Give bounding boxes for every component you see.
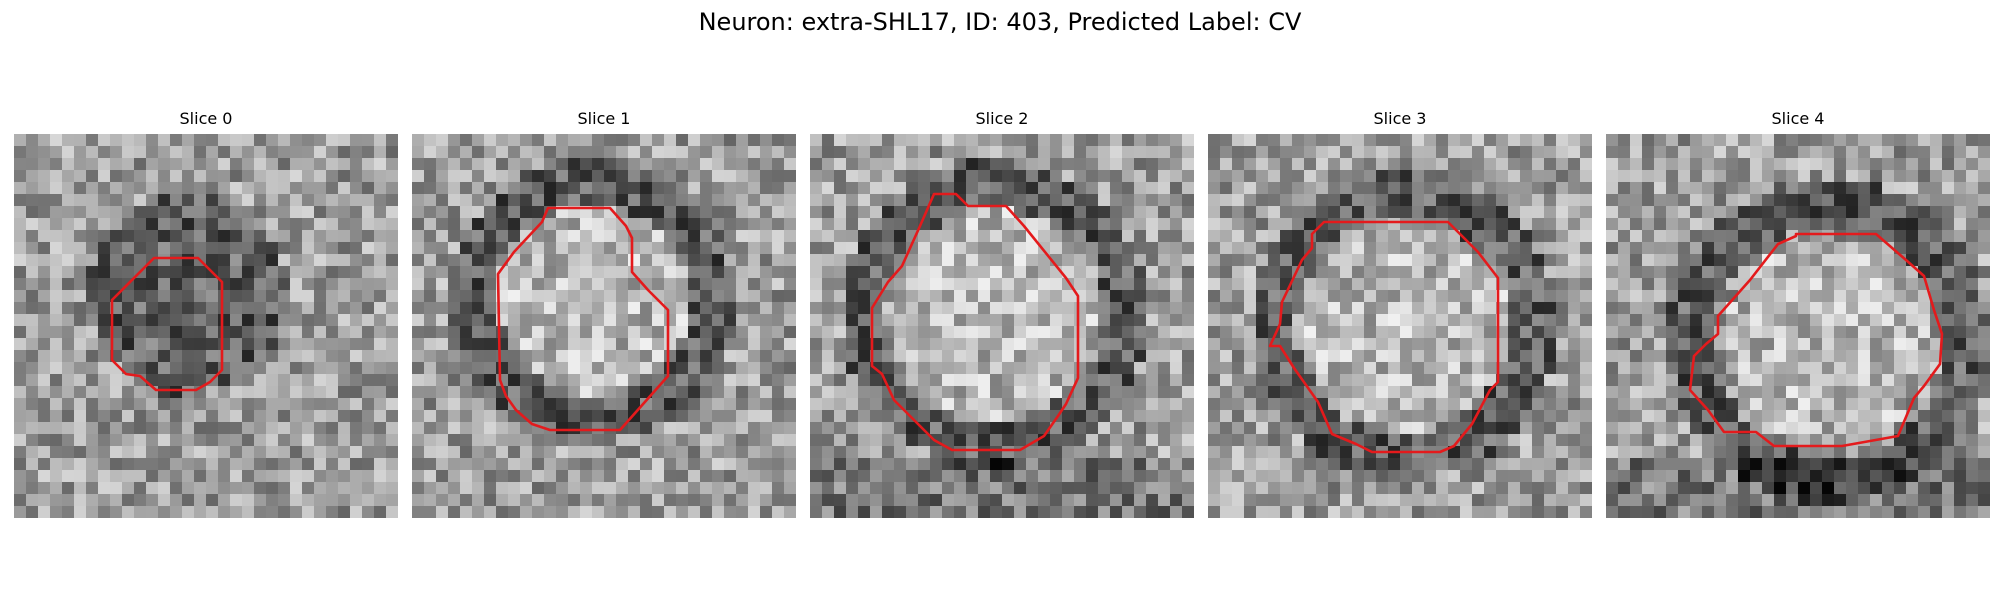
slice-image-1 bbox=[412, 134, 796, 518]
grayscale-pixel-grid bbox=[1208, 134, 1592, 518]
grayscale-pixel-grid bbox=[1606, 134, 1990, 518]
figure-title: Neuron: extra-SHL17, ID: 403, Predicted … bbox=[0, 6, 2000, 38]
slice-title-4: Slice 4 bbox=[1606, 108, 1990, 130]
slice-title-3: Slice 3 bbox=[1208, 108, 1592, 130]
grayscale-pixel-grid bbox=[810, 134, 1194, 518]
grayscale-pixel-grid bbox=[412, 134, 796, 518]
slice-image-3 bbox=[1208, 134, 1592, 518]
slice-image-4 bbox=[1606, 134, 1990, 518]
slice-image-2 bbox=[810, 134, 1194, 518]
slice-title-2: Slice 2 bbox=[810, 108, 1194, 130]
grayscale-pixel-grid bbox=[14, 134, 398, 518]
slice-title-0: Slice 0 bbox=[14, 108, 398, 130]
slice-image-0 bbox=[14, 134, 398, 518]
slice-title-1: Slice 1 bbox=[412, 108, 796, 130]
